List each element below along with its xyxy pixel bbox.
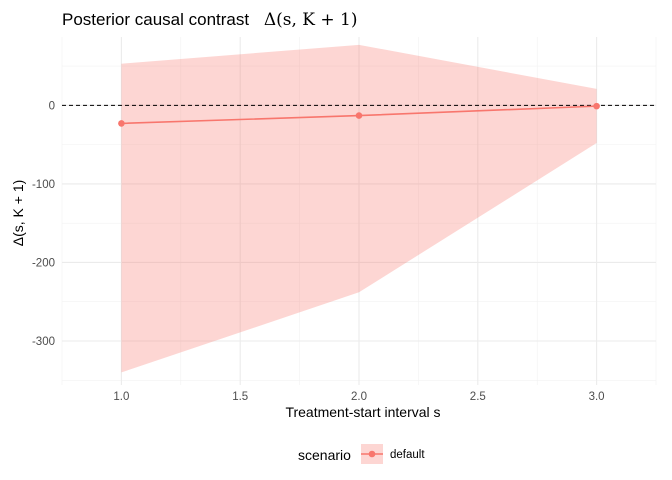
chart-title-prefix: Posterior causal contrast [62,10,249,29]
legend-key-default [361,444,383,464]
y-tick-label: 0 [49,100,55,112]
y-tick-labels: -300 -200 -100 0 [32,100,55,348]
legend: scenario default [298,444,425,464]
legend-title: scenario [298,447,351,463]
y-tick-label: -200 [32,257,55,269]
x-tick-label: 2.0 [351,391,367,403]
point-default [355,112,363,119]
y-tick-label: -100 [32,179,55,191]
x-tick-label: 1.5 [232,391,248,403]
point-default [118,120,125,127]
chart-title-formula: Δ(s, K + 1) [264,10,358,30]
legend-key-point [368,450,376,458]
y-axis-title: Δ(s, K + 1) [10,180,26,247]
x-tick-label: 2.5 [470,391,486,403]
chart-title: Posterior causal contrast Δ(s, K + 1) [62,10,357,30]
legend-label-default: default [390,449,425,461]
y-tick-label: -300 [32,336,55,348]
x-axis-title: Treatment-start interval s [285,404,440,420]
series-points [118,102,600,127]
ribbons [121,44,597,373]
x-tick-label: 1.0 [113,391,129,403]
point-default [593,102,600,110]
x-tick-label: 3.0 [589,391,605,403]
grid-major [62,37,656,385]
x-tick-labels: 1.0 1.5 2.0 2.5 3.0 [113,391,604,403]
ribbon-default [121,44,597,373]
